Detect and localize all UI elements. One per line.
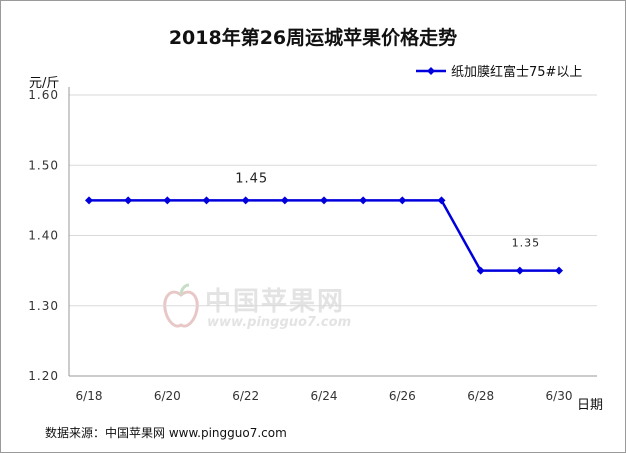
data-point [398,196,407,205]
data-label: 1.35 [512,237,541,250]
legend-marker [427,67,435,75]
data-point [555,266,563,275]
data-point [163,196,172,205]
y-tick-label: 1.30 [28,299,59,313]
data-point [85,196,93,205]
data-point [241,196,250,205]
data-point [515,266,524,275]
data-point [320,196,328,205]
data-point [359,196,368,205]
data-point [437,196,446,205]
x-tick-label: 6/18 [76,389,103,403]
legend-label: 纸加膜红富士75#以上 [451,64,582,80]
watermark-text: 中国苹果网 [205,287,346,317]
x-tick-label: 6/20 [154,389,181,403]
y-tick-label: 1.60 [28,88,59,102]
x-tick-label: 6/30 [546,389,573,403]
data-point [280,196,289,205]
source-note: 数据来源：中国苹果网 www.pingguo7.com [45,426,287,440]
x-tick-label: 6/22 [232,389,259,403]
data-point [202,196,211,205]
y-tick-label: 1.50 [28,158,59,172]
watermark: 中国苹果网 www.pingguo7.com [161,281,401,337]
x-tick-label: 6/26 [389,389,416,403]
x-tick-label: 6/28 [467,389,494,403]
x-tick-label: 6/24 [311,389,338,403]
y-tick-label: 1.20 [28,369,59,383]
data-point [124,196,133,205]
watermark-url: www.pingguo7.com [207,315,352,330]
y-axis-label: 元/斤 [29,76,59,91]
chart-title: 2018年第26周运城苹果价格走势 [168,27,458,49]
data-point [476,266,485,275]
y-tick-label: 1.40 [28,229,59,243]
x-axis-label: 日期 [577,398,603,413]
data-label: 1.45 [235,171,268,186]
apple-logo-icon [163,283,199,328]
